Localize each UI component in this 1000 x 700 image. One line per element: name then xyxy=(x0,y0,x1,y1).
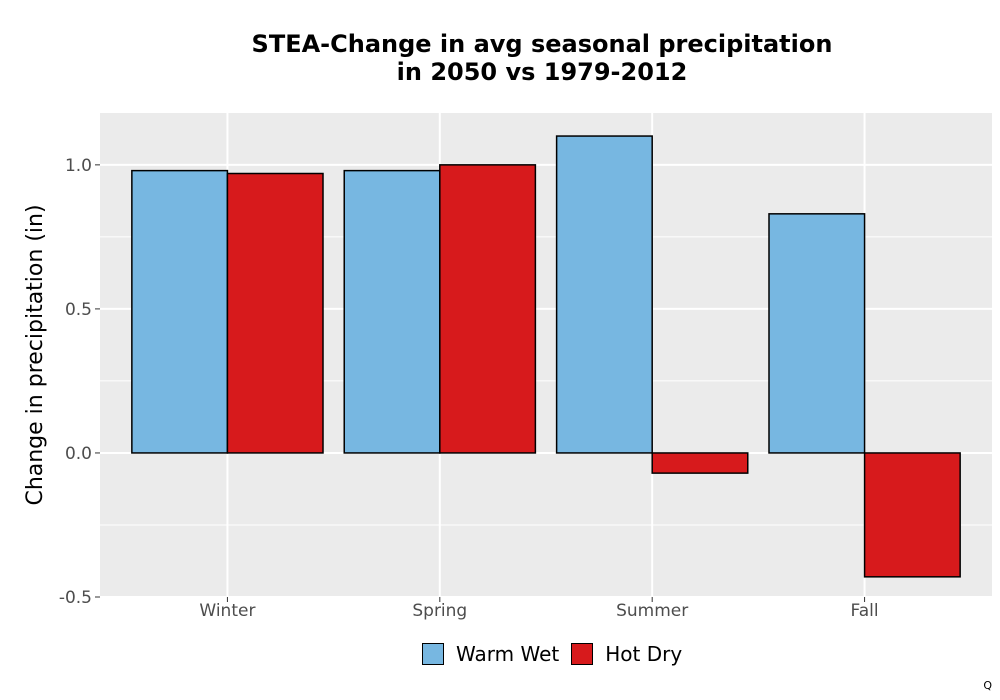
chart-title-line-1: STEA-Change in avg seasonal precipitatio… xyxy=(251,30,833,58)
legend-swatch-hot-dry xyxy=(571,643,594,665)
y-tick-label: 0.0 xyxy=(65,444,92,464)
legend: Warm Wet Hot Dry xyxy=(422,641,694,667)
bar-hot-dry-winter xyxy=(226,172,324,454)
x-tick-label: Summer xyxy=(616,601,688,621)
bar-hot-dry-summer xyxy=(651,452,749,474)
legend-label-warm-wet: Warm Wet xyxy=(456,642,560,666)
legend-item-hot-dry: Hot Dry xyxy=(571,642,682,666)
bar-warm-wet-winter xyxy=(131,169,229,454)
bar-warm-wet-summer xyxy=(555,135,653,454)
chart-title-line-2: in 2050 vs 1979-2012 xyxy=(396,58,688,86)
bar-warm-wet-spring xyxy=(343,169,441,454)
x-tick-label: Spring xyxy=(412,601,467,621)
y-tick-label: 0.5 xyxy=(65,300,92,320)
corner-mark: Q xyxy=(983,679,992,692)
y-tick-label: -0.5 xyxy=(59,588,92,608)
legend-item-warm-wet: Warm Wet xyxy=(422,642,559,666)
bar-hot-dry-fall xyxy=(863,452,961,578)
legend-swatch-warm-wet xyxy=(422,643,444,665)
legend-label-hot-dry: Hot Dry xyxy=(605,642,683,666)
bar-warm-wet-fall xyxy=(768,213,866,454)
chart-title: STEA-Change in avg seasonal precipitatio… xyxy=(0,30,1000,86)
y-axis-title: Change in precipitation (in) xyxy=(23,204,48,505)
x-tick-label: Winter xyxy=(199,601,255,621)
y-tick-label: 1.0 xyxy=(65,156,92,176)
bar-hot-dry-spring xyxy=(439,164,537,454)
x-tick-label: Fall xyxy=(851,601,879,621)
